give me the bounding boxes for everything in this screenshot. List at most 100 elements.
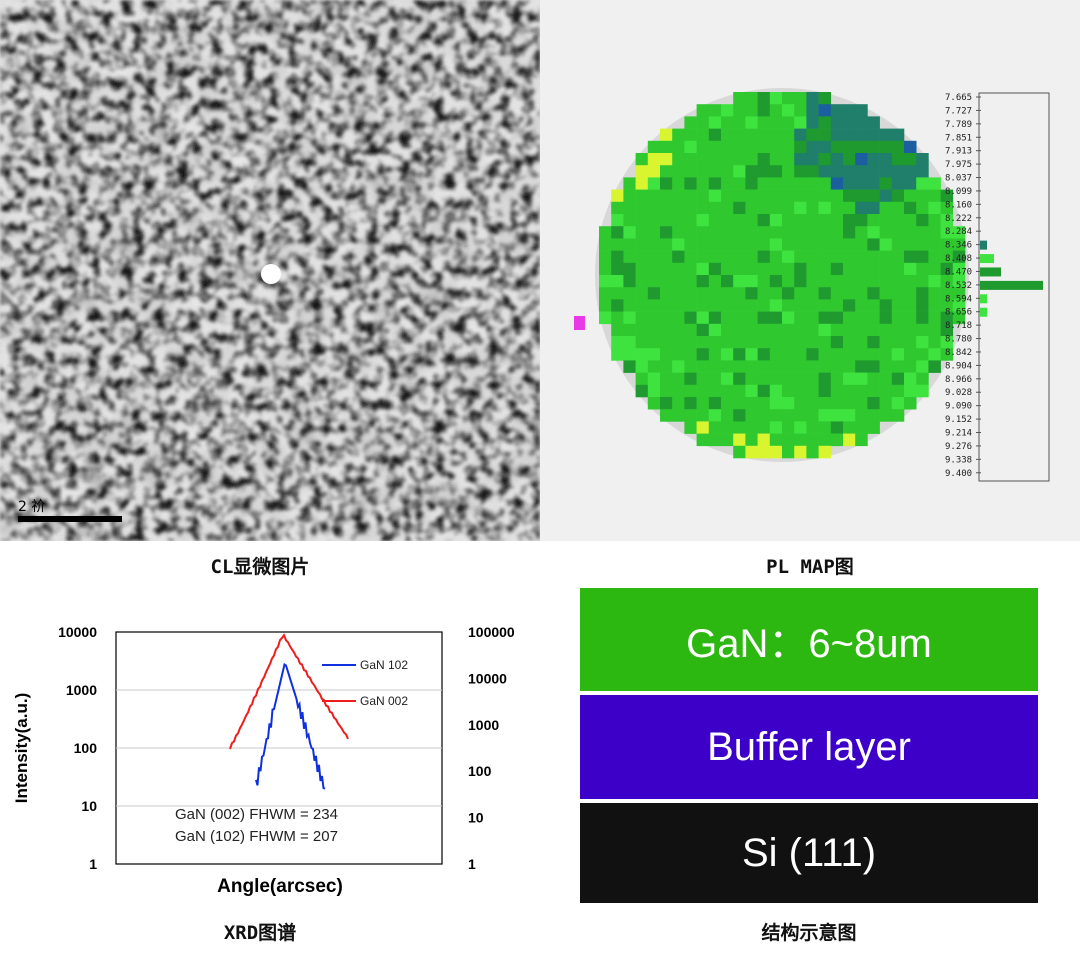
series-gan-102-line — [255, 662, 326, 790]
wafer-cell — [660, 165, 673, 178]
wafer-cell — [769, 250, 783, 264]
wafer-cell — [635, 348, 649, 361]
wafer-cell — [916, 238, 929, 251]
wafer-cell — [818, 323, 832, 337]
wafer-cell — [647, 238, 661, 251]
pl-caption: PL MAP图 — [766, 556, 854, 578]
wafer-cell — [696, 116, 710, 129]
wafer-cell — [757, 201, 771, 215]
wafer-cell — [635, 323, 649, 337]
wafer-cell — [733, 409, 746, 422]
wafer-cell — [721, 372, 734, 386]
wafer-cell — [879, 262, 893, 276]
wafer-cell — [708, 336, 722, 349]
wafer-cell — [794, 287, 807, 300]
wafer-cell — [855, 226, 868, 239]
wafer-cell — [879, 360, 893, 373]
wafer-cell — [769, 421, 783, 434]
wafer-cell — [733, 116, 746, 129]
wafer-cell — [745, 140, 758, 154]
wafer-cell — [660, 140, 673, 154]
wafer-cell — [672, 409, 685, 422]
wafer-cell — [660, 372, 673, 386]
wafer-cell — [672, 140, 685, 154]
wafer-cell — [867, 409, 880, 422]
annotation-102-fwhm: GaN (102) FHWM = 207 — [175, 828, 338, 845]
wafer-cell — [879, 384, 893, 398]
wafer-cell — [818, 397, 832, 410]
wafer-cell — [928, 214, 941, 227]
wafer-cell — [830, 287, 844, 300]
wafer-cell — [928, 336, 941, 349]
wafer-cell — [916, 384, 929, 398]
wafer-cell — [696, 311, 710, 325]
wafer-cell — [660, 250, 673, 264]
wafer-cell — [769, 433, 783, 447]
wafer-cell — [647, 153, 661, 166]
wafer-cell — [696, 348, 710, 361]
wafer-cell — [611, 226, 624, 239]
wafer-cell — [928, 323, 941, 337]
wafer-cell — [782, 360, 795, 373]
wafer-cell — [867, 336, 880, 349]
wafer-cell — [867, 201, 880, 215]
wafer-cell — [696, 104, 710, 117]
wafer-cell — [928, 348, 941, 361]
cl-micrograph: 2 祄 — [0, 0, 540, 541]
wafer-cell — [684, 348, 697, 361]
wafer-cell — [843, 421, 856, 434]
wafer-cell — [647, 165, 661, 178]
wafer-cell — [782, 372, 795, 386]
wafer-cell — [806, 128, 819, 142]
wafer-cell — [611, 238, 624, 251]
wafer-cell — [855, 104, 868, 117]
wafer-cell — [843, 214, 856, 227]
wafer-cell — [733, 177, 746, 190]
wafer-cell — [696, 214, 710, 227]
wafer-cell — [769, 226, 783, 239]
wafer-cell — [818, 299, 832, 312]
wafer-cell — [867, 360, 880, 373]
wafer-cell — [757, 189, 771, 203]
wafer-cell — [916, 299, 929, 312]
wafer-cell — [623, 201, 636, 215]
wafer-cell — [830, 372, 844, 386]
wafer-cell — [769, 360, 783, 373]
wafer-cell — [696, 165, 710, 178]
right-tick-label: 10 — [468, 810, 484, 826]
wafer-cell — [904, 226, 917, 239]
wafer-cell — [891, 165, 905, 178]
wafer-cell — [672, 384, 685, 398]
wafer-cell — [867, 323, 880, 337]
wafer-cell — [696, 189, 710, 203]
wafer-cell — [660, 189, 673, 203]
wafer-cell — [879, 128, 893, 142]
wafer-cell — [806, 311, 819, 325]
wafer-cell — [818, 336, 832, 349]
wafer-cell — [806, 323, 819, 337]
wafer-cell — [635, 299, 649, 312]
wafer-cell — [879, 177, 893, 190]
wafer-cell — [721, 104, 734, 117]
wafer-cell — [757, 409, 771, 422]
wafer-cell — [635, 165, 649, 178]
wafer-cell — [904, 214, 917, 227]
wafer-cell — [684, 116, 697, 129]
scale-tick-label: 8.037 — [945, 174, 972, 184]
scale-tick-label: 8.842 — [945, 348, 972, 358]
wafer-cell — [843, 372, 856, 386]
wafer-cell — [940, 299, 954, 312]
wafer-cell — [696, 238, 710, 251]
wafer-cell — [660, 397, 673, 410]
wafer-cell — [769, 299, 783, 312]
wafer-cell — [733, 360, 746, 373]
wafer-cell — [830, 128, 844, 142]
wafer-cell — [745, 384, 758, 398]
wafer-cell — [769, 311, 783, 325]
wafer-cell — [708, 409, 722, 422]
wafer-cell — [684, 311, 697, 325]
wafer-cell — [745, 409, 758, 422]
wafer-cell — [891, 214, 905, 227]
wafer-cell — [818, 92, 832, 105]
wafer-cell — [806, 153, 819, 166]
